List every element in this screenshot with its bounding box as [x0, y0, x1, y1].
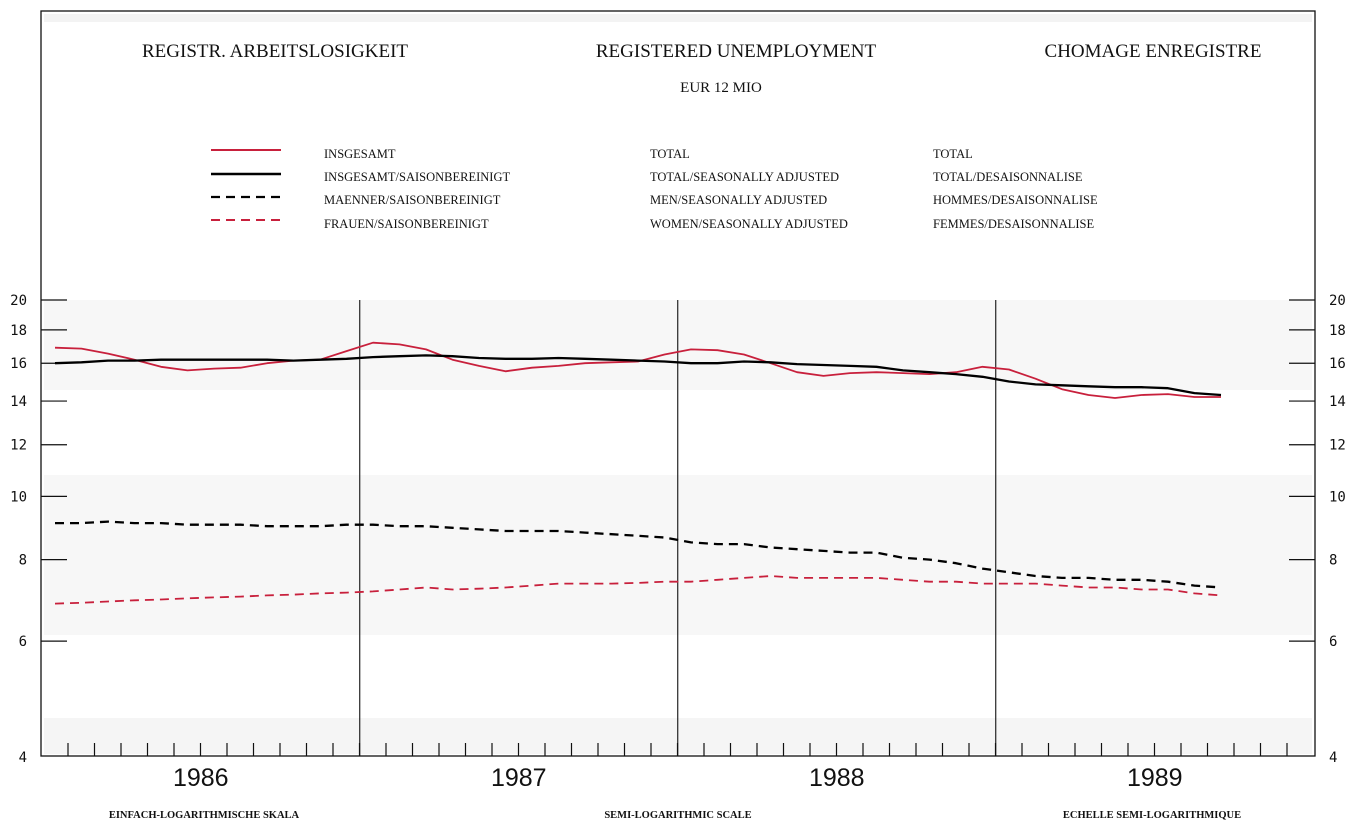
legend-label-women-en: WOMEN/SEASONALLY ADJUSTED: [650, 217, 848, 231]
legend-label-total-sa-fr: TOTAL/DESAISONNALISE: [933, 170, 1083, 184]
title-french: CHOMAGE ENREGISTRE: [1045, 41, 1262, 62]
x-year-label: 1989: [1127, 764, 1183, 792]
series-group: [54, 341, 1222, 605]
y-tick-label-left: 14: [10, 394, 27, 410]
y-tick-label-right: 6: [1329, 634, 1337, 650]
title-german: REGISTR. ARBEITSLOSIGKEIT: [142, 41, 408, 62]
legend-label-total-sa-de: INSGESAMT/SAISONBEREINIGT: [324, 170, 510, 184]
x-year-label: 1987: [491, 764, 547, 792]
y-tick-label-right: 12: [1329, 438, 1346, 454]
y-tick-label-left: 20: [10, 293, 27, 309]
x-year-label: 1986: [173, 764, 229, 792]
footer-english: SEMI-LOGARITHMIC SCALE: [604, 810, 751, 821]
footer-french: ECHELLE SEMI-LOGARITHMIQUE: [1063, 810, 1241, 821]
y-tick-label-left: 12: [10, 438, 27, 454]
y-tick-label-right: 20: [1329, 293, 1346, 309]
y-tick-label-left: 16: [10, 356, 27, 372]
y-tick-label-right: 8: [1329, 553, 1337, 569]
y-axis-right: 4 6 8 10 12 14 16 18 20: [1289, 293, 1346, 766]
y-tick-label-left: 10: [10, 489, 27, 505]
legend-label-total-fr: TOTAL: [933, 147, 973, 161]
legend-label-total-en: TOTAL: [650, 147, 690, 161]
year-dividers: [359, 300, 997, 756]
legend-label-men-de: MAENNER/SAISONBEREINIGT: [324, 193, 501, 207]
y-tick-label-left: 18: [10, 323, 27, 339]
legend: INSGESAMT TOTAL TOTAL INSGESAMT/SAISONBE…: [211, 147, 1098, 231]
footer-german: EINFACH-LOGARITHMISCHE SKALA: [109, 810, 300, 821]
y-tick-label-left: 4: [19, 750, 27, 766]
legend-label-men-en: MEN/SEASONALLY ADJUSTED: [650, 193, 827, 207]
title-english: REGISTERED UNEMPLOYMENT: [596, 41, 877, 62]
y-tick-label-right: 10: [1329, 489, 1346, 505]
legend-label-total-de: INSGESAMT: [324, 147, 396, 161]
x-year-label: 1988: [809, 764, 865, 792]
legend-label-men-fr: HOMMES/DESAISONNALISE: [933, 193, 1098, 207]
legend-label-women-fr: FEMMES/DESAISONNALISE: [933, 217, 1094, 231]
chart-subtitle: EUR 12 MIO: [680, 80, 762, 96]
series-line-insgesamt-saisonbereinigt: [54, 354, 1222, 397]
legend-label-women-de: FRAUEN/SAISONBEREINIGT: [324, 217, 489, 231]
y-tick-label-right: 14: [1329, 394, 1346, 410]
legend-label-total-sa-en: TOTAL/SEASONALLY ADJUSTED: [650, 170, 839, 184]
y-tick-label-left: 8: [19, 553, 27, 569]
y-axis-left: 4 6 8 10 12 14 16 18 20: [10, 293, 67, 766]
y-tick-label-right: 18: [1329, 323, 1346, 339]
x-axis: 1986 1987 1988 1989: [67, 743, 1288, 792]
y-tick-label-right: 16: [1329, 356, 1346, 372]
y-tick-label-left: 6: [19, 634, 27, 650]
y-tick-label-right: 4: [1329, 750, 1337, 766]
